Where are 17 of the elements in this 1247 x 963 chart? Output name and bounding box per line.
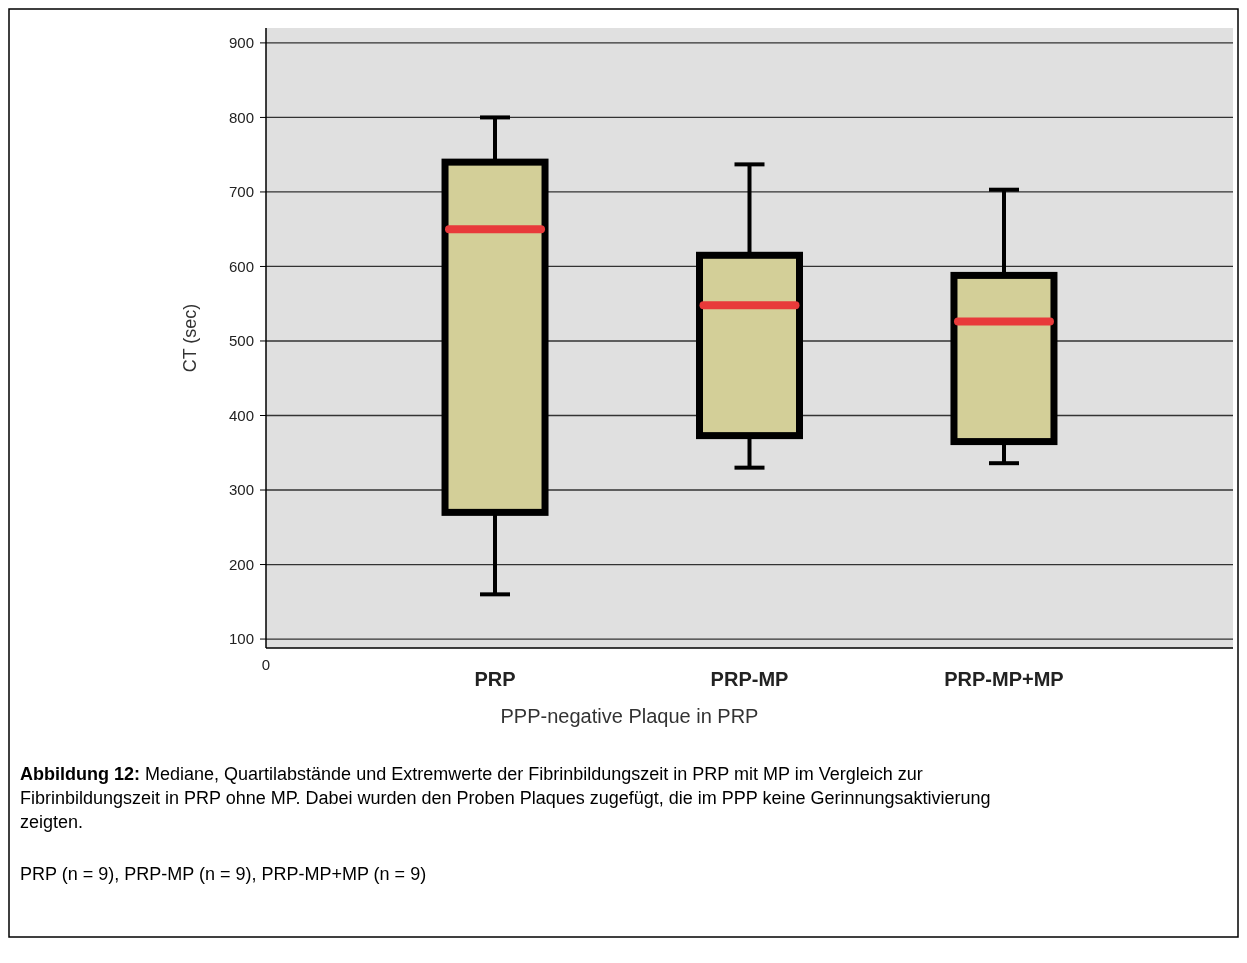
y-tick-label: 200 xyxy=(228,555,254,573)
text: 0 xyxy=(261,656,271,673)
y-tick-label: 900 xyxy=(228,34,254,52)
y-tick-label: 800 xyxy=(228,108,254,126)
y-tick-label: 700 xyxy=(228,183,254,201)
x-tick-label: PRP-MP xyxy=(710,668,789,690)
x-tick-label: PRP xyxy=(474,668,516,690)
y-axis-title: CT (sec) xyxy=(180,303,200,373)
x-axis-title: PPP-negative Plaque in PRP xyxy=(500,705,759,727)
text: PRP (n = 9), PRP-MP (n = 9), PRP-MP+MP (n = 9) xyxy=(20,864,427,884)
text: Abbildung 12: Mediane, Quartilabstände und Extremwerte der Fibrinbildungszeit in PRP mit MP im Vergleich zur Fibrinbildungszeit in PRP ohne MP. Dabei wurden den Proben Plaques zugefügt, die im PPP keine Gerinnungsaktivierung zeigten. xyxy=(20,764,991,832)
y-tick-label: 300 xyxy=(228,481,254,499)
y-tick-label: 600 xyxy=(228,257,254,275)
y-tick-label: 100 xyxy=(228,630,254,648)
x-tick-label: PRP-MP+MP xyxy=(944,668,1064,690)
y-tick-label: 400 xyxy=(228,406,254,424)
y-tick-label: 500 xyxy=(228,332,254,350)
